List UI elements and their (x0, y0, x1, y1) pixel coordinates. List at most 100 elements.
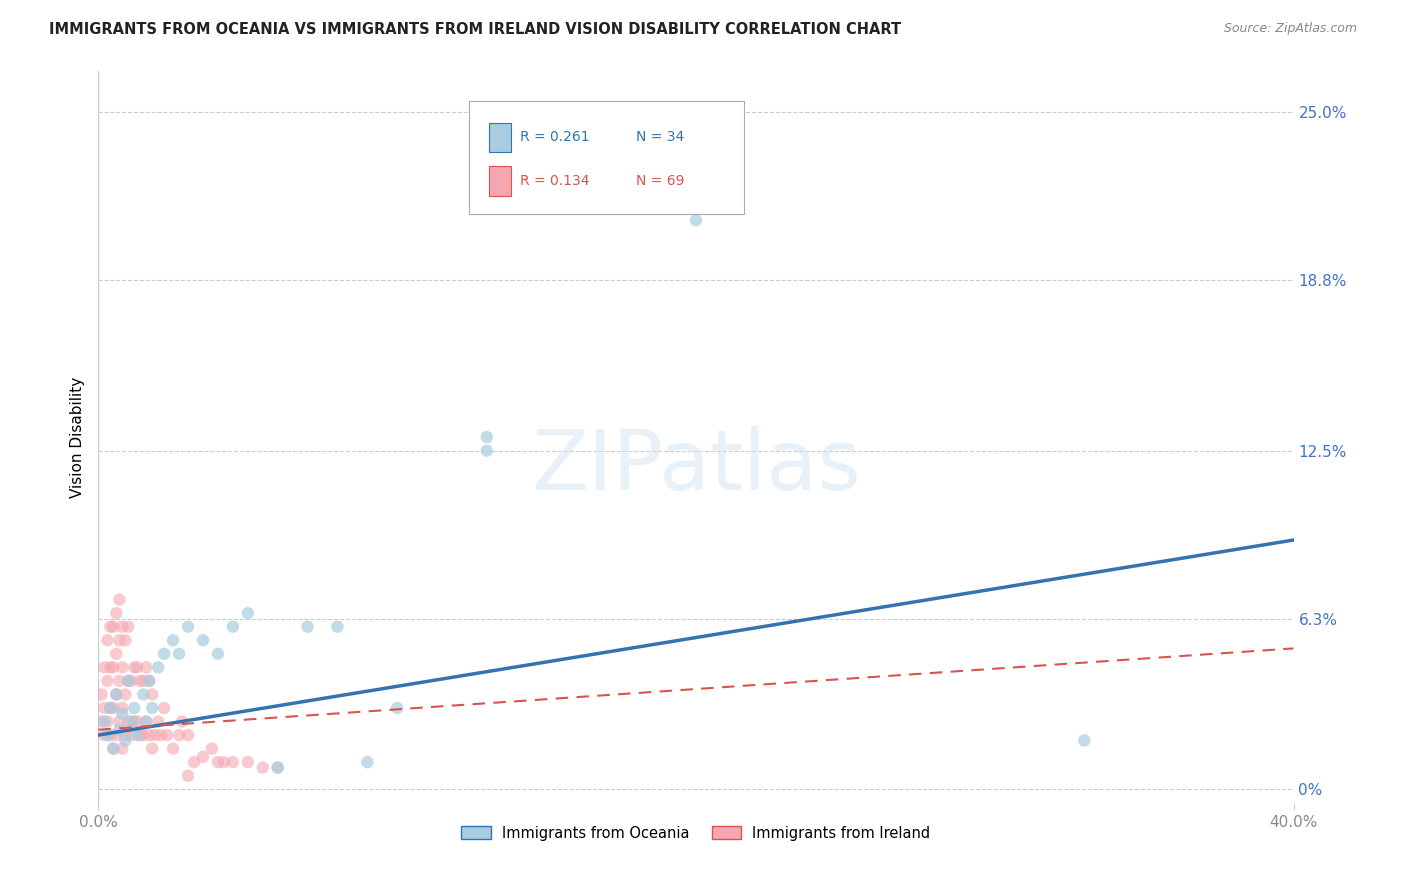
Point (108, 592, 131, 607)
Point (162, 633, 184, 648)
Point (114, 688, 136, 702)
Point (117, 673, 139, 688)
Point (120, 728, 142, 742)
Point (135, 714, 157, 729)
Point (326, 620, 349, 634)
Point (111, 741, 134, 756)
Point (183, 755, 205, 769)
Point (93, 728, 115, 742)
Point (207, 647, 229, 661)
Point (475, 443, 498, 458)
Point (124, 701, 146, 715)
Point (150, 728, 173, 742)
Point (222, 620, 245, 634)
Point (132, 673, 155, 688)
Point (108, 714, 131, 729)
Point (1073, 733, 1095, 747)
Point (177, 620, 200, 634)
Point (105, 728, 128, 742)
Point (252, 761, 274, 775)
Point (124, 660, 146, 674)
Point (114, 728, 136, 742)
Point (201, 741, 224, 756)
Legend: Immigrants from Oceania, Immigrants from Ireland: Immigrants from Oceania, Immigrants from… (456, 820, 936, 847)
Point (207, 755, 229, 769)
Point (127, 714, 149, 729)
Point (222, 755, 245, 769)
Point (267, 761, 290, 775)
Point (156, 728, 179, 742)
Point (114, 633, 136, 648)
Point (143, 728, 166, 742)
Point (132, 688, 155, 702)
Point (98, 701, 122, 715)
Point (356, 755, 378, 769)
Point (98, 701, 122, 715)
Point (141, 701, 163, 715)
Point (103, 741, 125, 756)
Text: R = 0.261: R = 0.261 (520, 130, 591, 145)
Point (153, 647, 176, 661)
Point (117, 714, 139, 729)
Point (105, 647, 128, 661)
Point (111, 660, 134, 674)
Point (103, 701, 125, 715)
Point (105, 688, 128, 702)
Point (93, 714, 115, 729)
Point (111, 706, 134, 721)
Point (127, 728, 149, 742)
Text: Source: ZipAtlas.com: Source: ZipAtlas.com (1223, 22, 1357, 36)
Text: N = 69: N = 69 (637, 174, 685, 188)
Point (120, 673, 142, 688)
Point (129, 728, 152, 742)
Point (114, 733, 136, 747)
Point (129, 673, 152, 688)
Point (132, 728, 155, 742)
Point (103, 660, 125, 674)
Point (385, 701, 409, 715)
Point (96, 728, 118, 742)
Point (191, 749, 214, 764)
Point (96, 673, 118, 688)
Point (96, 714, 118, 729)
Text: IMMIGRANTS FROM OCEANIA VS IMMIGRANTS FROM IRELAND VISION DISABILITY CORRELATION: IMMIGRANTS FROM OCEANIA VS IMMIGRANTS FR… (49, 22, 901, 37)
Point (267, 761, 290, 775)
Point (162, 741, 184, 756)
Point (135, 714, 157, 729)
Point (236, 606, 259, 620)
Point (138, 673, 160, 688)
Point (685, 213, 707, 227)
Point (475, 430, 498, 444)
Point (127, 660, 149, 674)
Point (124, 714, 146, 729)
Point (141, 741, 163, 756)
Point (108, 723, 131, 737)
Point (93, 660, 115, 674)
Point (98, 728, 122, 742)
Point (141, 688, 163, 702)
Point (148, 660, 170, 674)
FancyBboxPatch shape (470, 101, 744, 214)
Point (103, 620, 125, 634)
Point (98, 620, 122, 634)
Point (108, 673, 131, 688)
Point (98, 660, 122, 674)
Point (111, 620, 134, 634)
Point (153, 701, 176, 715)
Point (105, 688, 128, 702)
Y-axis label: Vision Disability: Vision Disability (69, 376, 84, 498)
Point (103, 741, 125, 756)
Point (120, 714, 142, 729)
Point (111, 701, 134, 715)
Text: N = 34: N = 34 (637, 130, 685, 145)
Point (117, 620, 139, 634)
Point (172, 714, 194, 729)
Point (90, 688, 112, 702)
Point (236, 755, 259, 769)
Point (96, 633, 118, 648)
Point (135, 660, 157, 674)
Point (297, 620, 319, 634)
Point (105, 606, 128, 620)
Point (138, 728, 160, 742)
Point (212, 755, 235, 769)
